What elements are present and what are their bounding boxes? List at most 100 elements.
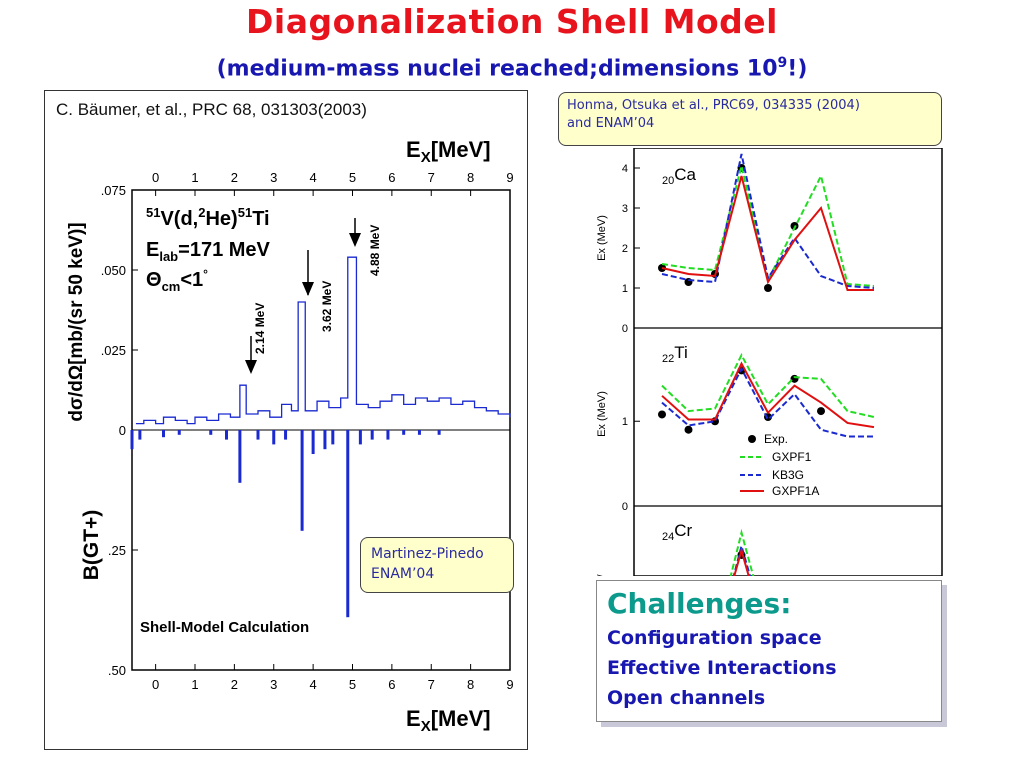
challenges-heading: Challenges: xyxy=(607,587,792,620)
panel1-exp-point-0 xyxy=(658,410,666,419)
gt-bar-12 xyxy=(323,430,327,450)
gt-bar-4 xyxy=(209,430,213,435)
right-plot-frame xyxy=(633,148,943,576)
gt-bar-18 xyxy=(402,430,406,435)
gt-bar-17 xyxy=(386,430,390,440)
top-x-tick-label-3: 3 xyxy=(270,170,277,185)
nucleus-label-cr: 24Cr xyxy=(662,521,693,543)
elab-label: Elab=171 MeV xyxy=(146,239,271,264)
legend-exp-marker xyxy=(748,435,756,443)
panel1-exp-point-5 xyxy=(790,374,799,383)
legend-gxpf1-label: GXPF1 xyxy=(772,450,812,464)
excitation-energy-chart: 0 1 2 3 4 0 1 20Ca 22Ti 24Cr Ex (MeV) Ex (MeV)… xyxy=(596,148,943,576)
martinez-note-line2: ENAM’04 xyxy=(371,566,435,582)
gt-bar-7 xyxy=(256,430,260,440)
top-x-tick-label-9: 9 xyxy=(506,170,513,185)
martinez-note-line1: Martinez-Pinedo xyxy=(371,546,484,562)
top-x-tick-label-6: 6 xyxy=(388,170,395,185)
gt-bar-11 xyxy=(311,430,315,454)
top-x-tick-label-7: 7 xyxy=(428,170,435,185)
panel0-y-tick-label-2: 2 xyxy=(622,243,628,255)
subtitle-end: !) xyxy=(787,56,808,82)
honma-otsuka-note: Honma, Otsuka et al., PRC69, 034335 (200… xyxy=(558,92,942,146)
gt-bar-13 xyxy=(331,430,335,445)
ex-axis-label-bottom: EX[MeV] xyxy=(406,706,491,735)
legend-gxpf1a-label: GXPF1A xyxy=(772,484,819,498)
ylabel-ex-ca: Ex (MeV) xyxy=(596,215,608,261)
gt-bar-16 xyxy=(370,430,374,440)
slide-subtitle: (medium-mass nuclei reached;dimensions 1… xyxy=(0,55,1024,81)
gt-strength-chart: EX[MeV] EX[MeV] 0 0 1 1 2 2 3 3 4 4 5 5 6 6 7 7 8 8 9 9 0 .02… xyxy=(66,137,514,735)
bottom-x-tick-label-0: 0 xyxy=(152,677,159,692)
bottom-x-tick-label-3: 3 xyxy=(270,677,277,692)
subtitle-exponent: 9 xyxy=(777,55,788,71)
gt-bar-9 xyxy=(284,430,288,440)
gt-bar-8 xyxy=(272,430,276,445)
challenge-item-2: Effective Interactions xyxy=(607,657,837,679)
subtitle-main: (medium-mass nuclei reached;dimensions 1… xyxy=(216,56,778,82)
gt-bar-19 xyxy=(417,430,421,435)
ylabel-bgt: B(GT+) xyxy=(80,510,103,581)
bottom-x-tick-label-7: 7 xyxy=(428,677,435,692)
honma-note-line1: Honma, Otsuka et al., PRC69, 034335 (200… xyxy=(567,98,860,113)
ylabel-ex-cr: / xyxy=(596,574,608,576)
gt-bar-2 xyxy=(162,430,165,438)
bottom-y-tick-label-2: .50 xyxy=(108,663,126,678)
panel0-y-tick-label-0: 0 xyxy=(622,323,628,335)
gt-bar-6 xyxy=(238,430,242,483)
measured-spectrum-line xyxy=(135,256,511,425)
peak-annotation-1: 2.14 MeV xyxy=(245,303,267,374)
legend-exp-label: Exp. xyxy=(764,432,788,446)
panel0-y-tick-label-4: 4 xyxy=(622,163,628,175)
bottom-x-tick-label-2: 2 xyxy=(231,677,238,692)
nucleus-label-ca: 20Ca xyxy=(662,165,697,187)
top-y-tick-label-2: .050 xyxy=(101,263,126,278)
peak-annotation-3: 4.88 MeV xyxy=(349,218,382,276)
top-x-tick-label-1: 1 xyxy=(191,170,198,185)
gt-bar-3 xyxy=(177,430,181,435)
gt-bar-10 xyxy=(300,430,304,531)
panel1-gxpf1a-line xyxy=(661,361,875,429)
bottom-x-tick-label-4: 4 xyxy=(310,677,317,692)
top-x-tick-label-8: 8 xyxy=(467,170,474,185)
panel0-y-tick-label-1: 1 xyxy=(622,283,628,295)
bottom-x-tick-label-1: 1 xyxy=(191,677,198,692)
panel1-gxpf1-line xyxy=(661,352,875,418)
reaction-label: 51V(d,2He)51Ti xyxy=(146,205,270,230)
panel1-kb3g-line xyxy=(661,366,874,438)
ex-axis-label-top: EX[MeV] xyxy=(406,137,491,166)
bottom-x-tick-label-6: 6 xyxy=(388,677,395,692)
top-y-tick-label-1: .025 xyxy=(101,343,126,358)
panel0-gxpf1a-line xyxy=(661,175,874,291)
bottom-x-tick-label-9: 9 xyxy=(506,677,513,692)
panel1-y-tick-label-1: 1 xyxy=(622,416,628,428)
martinez-pinedo-note: Martinez-Pinedo ENAM’04 xyxy=(360,537,514,593)
top-x-tick-label-0: 0 xyxy=(152,170,159,185)
bottom-x-tick-label-5: 5 xyxy=(349,677,356,692)
legend-kb3g-label: KB3G xyxy=(772,468,804,482)
top-x-tick-label-4: 4 xyxy=(310,170,317,185)
bottom-y-tick-label-1: .25 xyxy=(108,543,126,558)
challenges-box: Challenges: Configuration space Effectiv… xyxy=(596,580,942,722)
panel1-y-tick-label-0: 0 xyxy=(622,501,628,513)
panel1-exp-point-1 xyxy=(684,425,693,434)
gt-bar-5 xyxy=(225,430,228,440)
slide-title: Diagonalization Shell Model xyxy=(246,2,778,41)
gt-bar-14 xyxy=(346,430,350,618)
gt-bar-1 xyxy=(138,430,142,440)
challenge-item-1: Configuration space xyxy=(607,627,822,649)
left-figure-frame xyxy=(44,90,528,750)
theta-label: Θcm<1° xyxy=(146,267,208,294)
panel2-gxpf1a-line xyxy=(733,546,750,576)
panel0-exp-point-4 xyxy=(764,284,772,292)
gt-bar-0 xyxy=(130,430,134,450)
honma-note-line2: and ENAM’04 xyxy=(567,116,655,131)
gt-bar-20 xyxy=(437,430,441,435)
panel0-gxpf1-line xyxy=(661,165,875,287)
svg-text:4.88 MeV: 4.88 MeV xyxy=(368,225,382,276)
panel0-exp-point-1 xyxy=(684,278,693,286)
ylabel-ex-ti: Ex (MeV) xyxy=(596,391,608,437)
ylabel-cross-section: dσ/dΩ[mb/(sr 50 keV)] xyxy=(66,222,87,421)
top-x-tick-label-5: 5 xyxy=(349,170,356,185)
left-figure-reference: C. Bäumer, et al., PRC 68, 031303(2003) xyxy=(56,100,367,119)
